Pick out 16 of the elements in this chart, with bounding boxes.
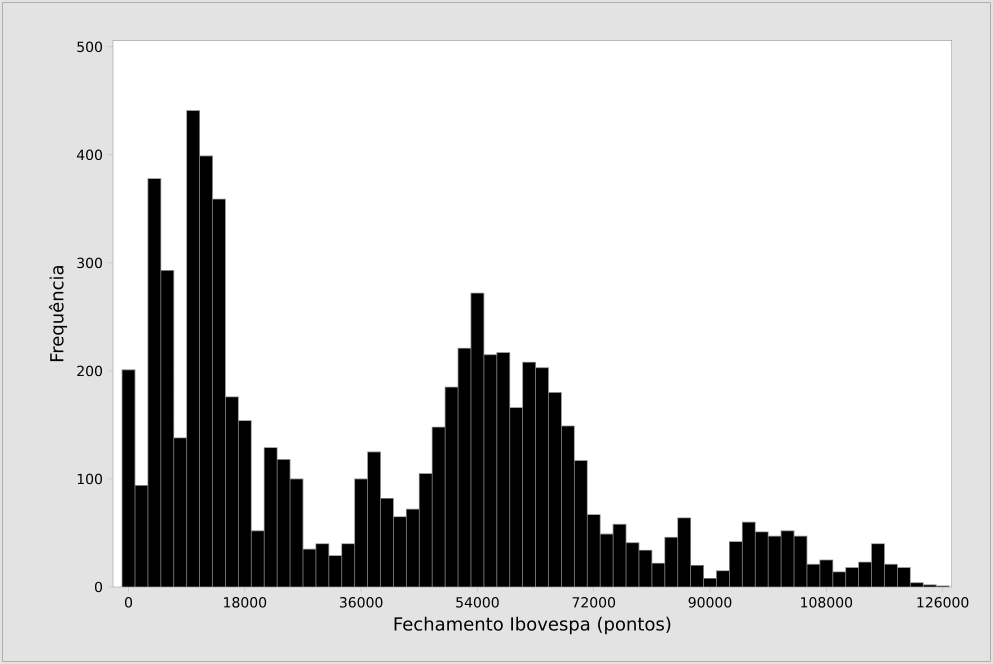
y-tick-label: 100 [78, 474, 102, 484]
x-tick-label: 90000 [688, 597, 732, 608]
x-tick-label: 72000 [572, 597, 616, 608]
y-tick-label: 500 [77, 42, 102, 52]
x-tick-label: 108000 [801, 597, 852, 608]
y-tick-label: 400 [76, 150, 102, 160]
x-tick-label: 36000 [340, 597, 382, 608]
y-axis-title: Frequência [48, 266, 68, 362]
x-axis-title: Fechamento Ibovespa (pontos) [394, 616, 670, 634]
y-tick-label: 300 [77, 258, 102, 268]
x-tick-label: 54000 [456, 597, 499, 608]
y-tick-label: 200 [77, 366, 102, 376]
x-tick-label: 0 [124, 597, 132, 608]
x-tick-label: 126000 [917, 597, 968, 608]
x-tick-label: 18000 [224, 597, 266, 608]
y-tick-label: 0 [94, 582, 102, 592]
